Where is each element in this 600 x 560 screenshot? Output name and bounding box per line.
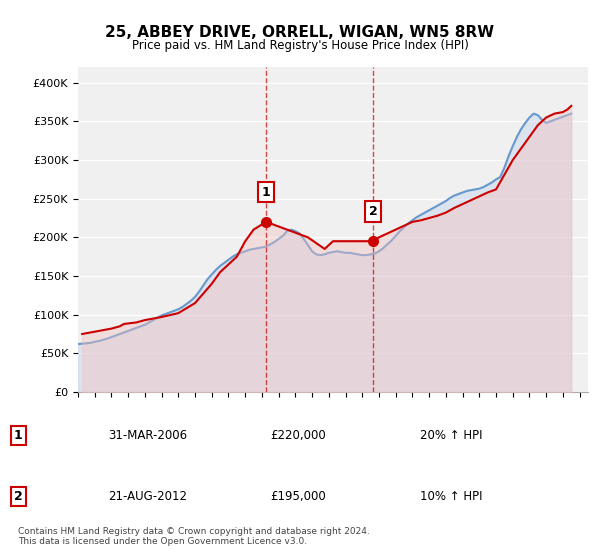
Text: 21-AUG-2012: 21-AUG-2012 (108, 489, 187, 503)
Text: HPI: Average price, detached house, Wigan: HPI: Average price, detached house, Wiga… (129, 432, 355, 442)
Text: £195,000: £195,000 (270, 489, 326, 503)
Text: 25, ABBEY DRIVE, ORRELL, WIGAN, WN5 8RW: 25, ABBEY DRIVE, ORRELL, WIGAN, WN5 8RW (106, 25, 494, 40)
Text: 1: 1 (262, 186, 271, 199)
Text: £220,000: £220,000 (270, 429, 326, 442)
Text: Price paid vs. HM Land Registry's House Price Index (HPI): Price paid vs. HM Land Registry's House … (131, 39, 469, 52)
Text: 31-MAR-2006: 31-MAR-2006 (108, 429, 187, 442)
Text: 2: 2 (14, 489, 22, 503)
Text: 20% ↑ HPI: 20% ↑ HPI (420, 429, 482, 442)
Text: 10% ↑ HPI: 10% ↑ HPI (420, 489, 482, 503)
Text: 1: 1 (14, 429, 22, 442)
Text: 25, ABBEY DRIVE, ORRELL, WIGAN, WN5 8RW (detached house): 25, ABBEY DRIVE, ORRELL, WIGAN, WN5 8RW … (129, 412, 461, 422)
Text: 2: 2 (369, 205, 377, 218)
Text: Contains HM Land Registry data © Crown copyright and database right 2024.
This d: Contains HM Land Registry data © Crown c… (18, 526, 370, 546)
